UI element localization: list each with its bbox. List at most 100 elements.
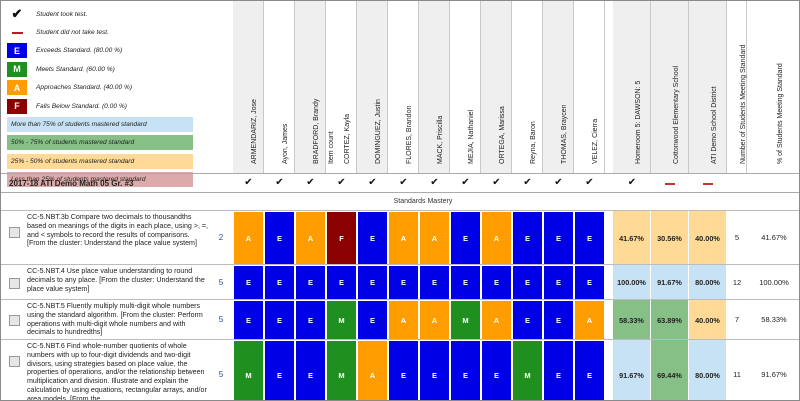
score-cell[interactable]: A	[481, 211, 512, 265]
score-cell[interactable]: E	[264, 211, 295, 265]
header-group[interactable]: Homeroom 5: DAWSON: 5	[613, 1, 651, 173]
score-cell[interactable]: E	[388, 265, 419, 300]
legend-exceeds: E Exceeds Standard. (80.00 %)	[7, 42, 199, 60]
header-student[interactable]: VELEZ, Cierra	[574, 1, 605, 173]
score-cell[interactable]: M	[450, 300, 481, 340]
score-cell[interactable]: A	[388, 211, 419, 265]
standard-description[interactable]: CC-5.NBT.6 Find whole-number quotients o…	[27, 342, 207, 401]
checkmark-icon: ✔	[523, 177, 532, 188]
header-student[interactable]: ARMENDARIZ, Jose	[233, 1, 264, 173]
table-row: CC-5.NBT.6 Find whole-number quotients o…	[1, 339, 799, 401]
header-student[interactable]: MACK, Priscilla	[419, 1, 450, 173]
row-checkbox[interactable]	[9, 315, 20, 326]
score-cell[interactable]: A	[295, 211, 326, 265]
group-percent-cell: 63.89%	[651, 300, 689, 340]
standard-description[interactable]: CC-5.NBT.4 Use place value understanding…	[27, 267, 205, 293]
score-cell[interactable]: E	[295, 340, 326, 400]
header-text-wrap: Reyna, Baron	[512, 9, 542, 169]
header-num-meeting[interactable]: Number of Students Meeting Standard	[727, 1, 747, 173]
score-cell[interactable]: M	[512, 340, 543, 400]
legend-band-high: More than 75% of students mastered stand…	[7, 115, 199, 133]
score-cell[interactable]: E	[264, 300, 295, 340]
header-label: MACK, Priscilla	[437, 115, 444, 164]
header-pct-meeting[interactable]: % of Students Meeting Standard	[747, 1, 799, 173]
table-row: CC-5.NBT.4 Use place value understanding…	[1, 264, 799, 300]
legend-text: Falls Below Standard. (0.00 %)	[36, 102, 127, 110]
legend-band-lowest: Less than 25% of students mastered stand…	[7, 171, 199, 189]
score-cell[interactable]: E	[574, 265, 605, 300]
legend-text: Student took test.	[36, 10, 88, 18]
score-cell[interactable]: E	[233, 300, 264, 340]
header-student[interactable]: FLORES, Brandon	[388, 1, 419, 173]
header-group[interactable]: Cottonwood Elementary School	[651, 1, 689, 173]
score-cell[interactable]: E	[543, 265, 574, 300]
row-checkbox[interactable]	[9, 277, 20, 289]
pct-meeting-value: 100.00%	[759, 277, 789, 287]
score-cell[interactable]: E	[264, 340, 295, 400]
header-group[interactable]: ATI Demo School District	[689, 1, 727, 173]
row-checkbox[interactable]	[9, 356, 20, 367]
header-label: Number of Students Meeting Standard	[739, 44, 747, 164]
score-cell[interactable]: E	[574, 211, 605, 265]
score-cell[interactable]: A	[419, 211, 450, 265]
score-cell[interactable]: M	[233, 340, 264, 400]
header-text-wrap: ARMENDARIZ, Jose	[233, 9, 263, 169]
score-cell[interactable]: E	[264, 265, 295, 300]
score-cell[interactable]: E	[481, 340, 512, 400]
score-cell[interactable]: A	[388, 300, 419, 340]
header-student[interactable]: DOMINGUEZ, Justin	[357, 1, 388, 173]
header-student[interactable]: Ayon, James	[264, 1, 295, 173]
score-cell[interactable]: A	[357, 340, 388, 400]
checkmark-icon: ✔	[430, 177, 439, 188]
score-cell[interactable]: E	[295, 300, 326, 340]
score-cell[interactable]: E	[419, 340, 450, 400]
score-cell[interactable]: E	[543, 300, 574, 340]
score-cell[interactable]: E	[295, 265, 326, 300]
header-student[interactable]: BRADFORD, Brandy	[295, 1, 326, 173]
score-cell[interactable]: E	[543, 340, 574, 400]
checkmark-icon: ✔	[368, 177, 377, 188]
score-cell[interactable]: E	[233, 265, 264, 300]
score-cell[interactable]: E	[357, 265, 388, 300]
falls-below-badge: F	[7, 98, 27, 114]
header-label: THOMAS, Braycen	[561, 104, 568, 164]
score-cell[interactable]: E	[481, 265, 512, 300]
score-cell[interactable]: A	[481, 300, 512, 340]
score-cell[interactable]: E	[543, 211, 574, 265]
score-cell[interactable]: M	[326, 340, 357, 400]
score-cell[interactable]: E	[326, 265, 357, 300]
score-cell[interactable]: E	[357, 300, 388, 340]
score-cell[interactable]: F	[326, 211, 357, 265]
legend-text: Student did not take test.	[36, 29, 109, 37]
header-student[interactable]: ORTEGA, Marissa	[481, 1, 512, 173]
group-percent-cell: 69.44%	[651, 340, 689, 400]
header-student[interactable]: Reyna, Baron	[512, 1, 543, 173]
score-cell[interactable]: E	[512, 300, 543, 340]
score-cell[interactable]: E	[574, 340, 605, 400]
score-cell[interactable]: A	[233, 211, 264, 265]
score-cell[interactable]: A	[574, 300, 605, 340]
checkmark-icon: ✔	[627, 177, 637, 188]
header-student[interactable]: THOMAS, Braycen	[543, 1, 574, 173]
score-cell[interactable]: E	[512, 211, 543, 265]
group-percent-cell: 91.67%	[613, 340, 651, 400]
score-cell[interactable]: E	[512, 265, 543, 300]
score-cell[interactable]: E	[357, 211, 388, 265]
header-label: % of Students Meeting Standard	[776, 63, 784, 164]
standard-description[interactable]: CC-5.NBT.3b Compare two decimals to thou…	[27, 213, 209, 248]
standard-description[interactable]: CC-5.NBT.5 Fluently multiply multi-digit…	[27, 302, 203, 337]
score-cell[interactable]: A	[419, 300, 450, 340]
header-student[interactable]: MEJIA, Nathaniel	[450, 1, 481, 173]
score-cell[interactable]: E	[419, 265, 450, 300]
test-taken-row: 2017-18 ATI Demo Math 05 Gr. #3 ✔ ✔ ✔ ✔ ✔ ✔ ✔ ✔…	[1, 173, 799, 193]
score-cell[interactable]: E	[388, 340, 419, 400]
header-label: VELEZ, Cierra	[592, 118, 599, 164]
score-cell[interactable]: E	[450, 340, 481, 400]
row-checkbox[interactable]	[9, 227, 20, 238]
score-cell[interactable]: E	[450, 211, 481, 265]
checkmark-icon: ✔	[275, 177, 284, 188]
checkmark-icon: ✔	[306, 177, 315, 188]
header-student[interactable]: CORTEZ, Kayla	[326, 1, 357, 173]
score-cell[interactable]: E	[450, 265, 481, 300]
score-cell[interactable]: M	[326, 300, 357, 340]
